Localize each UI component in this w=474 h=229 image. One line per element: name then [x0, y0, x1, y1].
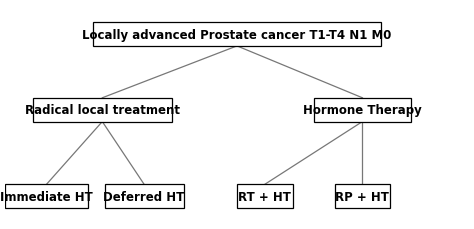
Text: RP + HT: RP + HT — [336, 190, 389, 203]
FancyBboxPatch shape — [105, 185, 183, 208]
Text: Deferred HT: Deferred HT — [103, 190, 185, 203]
Text: Locally advanced Prostate cancer T1-T4 N1 M0: Locally advanced Prostate cancer T1-T4 N… — [82, 28, 392, 41]
FancyBboxPatch shape — [5, 185, 88, 208]
FancyBboxPatch shape — [93, 23, 381, 47]
Text: RT + HT: RT + HT — [238, 190, 292, 203]
Text: Hormone Therapy: Hormone Therapy — [303, 104, 422, 117]
FancyBboxPatch shape — [335, 185, 390, 208]
Text: Immediate HT: Immediate HT — [0, 190, 93, 203]
FancyBboxPatch shape — [33, 98, 172, 122]
Text: Radical local treatment: Radical local treatment — [25, 104, 180, 117]
FancyBboxPatch shape — [237, 185, 293, 208]
FancyBboxPatch shape — [314, 98, 411, 122]
